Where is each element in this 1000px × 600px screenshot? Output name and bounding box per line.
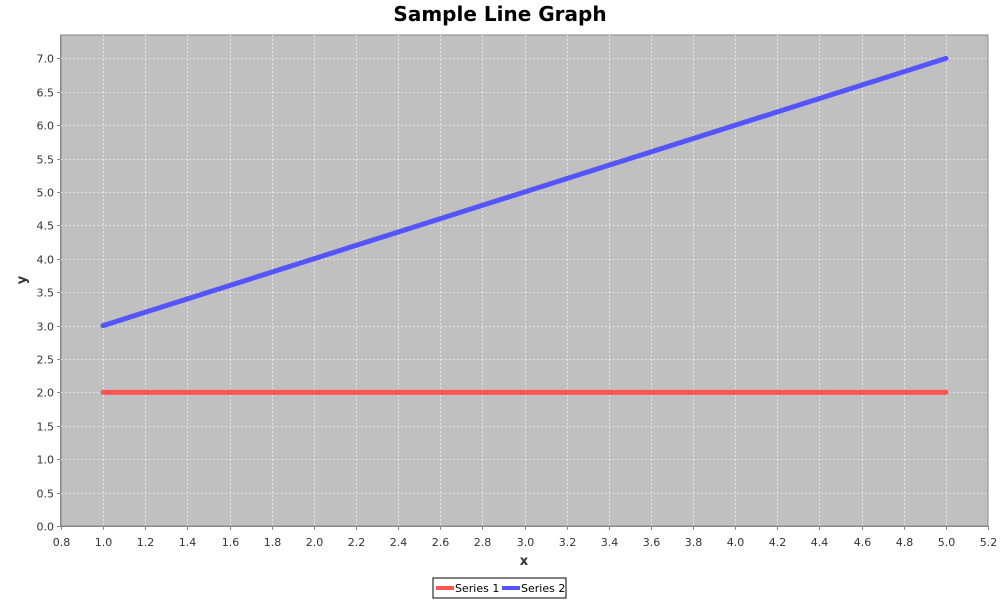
y-tick-label-0: 0.0 [37,521,55,534]
x-tick-label-3: 3.0 [517,536,535,549]
series-lines [100,55,949,395]
x-axis: 0.8 1.0 1.2 1.4 1.6 1.8 2.0 2.2 2.4 2.6 2.8 3.0 3.2 3… [53,526,998,549]
y-tick-label-6-5: 6.5 [37,87,55,100]
y-tick-label-4-5: 4.5 [37,220,55,233]
x-tick-label-2-6: 2.6 [432,536,450,549]
y-tick-label-0-5: 0.5 [37,488,55,501]
x-tick-label-2-4: 2.4 [390,536,408,549]
x-tick-label-4-2: 4.2 [769,536,787,549]
legend: Series 1 Series 2 [432,577,567,599]
y-tick-label-7: 7.0 [37,53,55,66]
y-tick-label-2: 2.0 [37,387,55,400]
x-tick-label-0-8: 0.8 [53,536,71,549]
x-tick-label-4-4: 4.4 [811,536,829,549]
x-tick-label-3-2: 3.2 [559,536,577,549]
legend-box [432,577,567,599]
x-tick-label-4-8: 4.8 [896,536,914,549]
x-tick-label-2-2: 2.2 [348,536,366,549]
y-tick-label-6: 6.0 [37,120,55,133]
chart-title: Sample Line Graph [393,2,606,26]
grid-lines [61,35,988,526]
y-tick-label-2-5: 2.5 [37,354,55,367]
x-tick-label-1-4: 1.4 [179,536,197,549]
x-tick-label-1-8: 1.8 [264,536,282,549]
x-tick-label-3-4: 3.4 [601,536,619,549]
x-tick-label-3-8: 3.8 [685,536,703,549]
y-tick-label-3: 3.0 [37,321,55,334]
x-tick-label-1-2: 1.2 [137,536,155,549]
y-tick-label-5-5: 5.5 [37,154,55,167]
y-tick-label-1-5: 1.5 [37,421,55,434]
x-tick-label-5: 5.0 [938,536,956,549]
x-tick-label-1: 1.0 [95,536,113,549]
legend-item-series-1: Series 1 [436,582,499,595]
y-tick-label-3-5: 3.5 [37,287,55,300]
x-tick-label-4-6: 4.6 [854,536,872,549]
y-tick-label-4: 4.0 [37,254,55,267]
x-tick-label-1-6: 1.6 [222,536,240,549]
legend-label-series-2: Series 2 [521,582,565,595]
x-tick-label-2: 2.0 [306,536,324,549]
y-axis: 0.0 0.5 1.0 1.5 2.0 2.5 3.0 3.5 4.0 4.5 5.0 5.5 6.0 6… [37,35,61,534]
y-tick-label-5: 5.0 [37,187,55,200]
series-2-line [100,55,949,329]
plot-area [60,34,989,527]
y-axis-label: y [15,275,30,284]
x-axis-label: x [520,554,529,569]
x-tick-label-4: 4.0 [727,536,745,549]
y-tick-label-1: 1.0 [37,454,55,467]
x-tick-label-5-2: 5.2 [980,536,998,549]
legend-item-series-2: Series 2 [502,582,565,595]
x-tick-label-2-8: 2.8 [474,536,492,549]
x-tick-label-3-6: 3.6 [643,536,661,549]
legend-label-series-1: Series 1 [455,582,499,595]
